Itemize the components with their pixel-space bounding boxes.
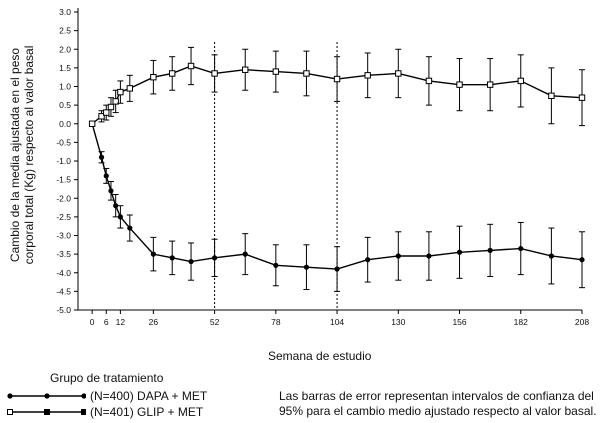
y-axis-label-line2: corporal total (Kg) respecto al valor ba… [22, 45, 36, 265]
y-tick-label: -3.5 [56, 249, 71, 259]
y-tick-label: 1.0 [59, 82, 71, 92]
data-point-glip [395, 70, 402, 77]
data-point-glip [98, 113, 105, 120]
data-point-glip [425, 77, 433, 85]
data-point-glip [88, 120, 96, 127]
data-point-dapa [98, 154, 105, 160]
data-point-glip [187, 62, 195, 70]
data-point-glip [486, 81, 494, 88]
data-point-dapa [127, 225, 133, 231]
data-point-dapa [113, 203, 119, 209]
x-tick-label: 12 [116, 317, 126, 327]
data-point-glip [242, 66, 249, 73]
data-point-glip [103, 109, 110, 116]
data-point-dapa [518, 245, 524, 252]
data-point-glip [548, 92, 555, 100]
y-axis-label-line1: Cambio de la media ajustada en el peso [8, 47, 22, 263]
y-tick-label: -4.5 [56, 286, 71, 296]
data-point-glip [169, 70, 176, 77]
data-point-glip [126, 85, 134, 92]
data-point-glip [364, 72, 371, 79]
x-tick-label: 6 [104, 317, 109, 327]
data-point-dapa [211, 255, 218, 261]
x-tick-label: 130 [391, 317, 405, 327]
y-tick-label: 2.0 [59, 44, 71, 54]
y-tick-label: -2.5 [56, 212, 71, 222]
data-point-glip [333, 75, 341, 83]
x-tick-label: 182 [514, 317, 528, 327]
data-point-dapa [117, 214, 123, 220]
data-point-glip [117, 88, 124, 96]
y-tick-label: -1.0 [56, 156, 71, 166]
y-tick-label: 0.0 [59, 119, 71, 129]
y-tick-label: 2.5 [59, 26, 71, 36]
legend-label-dapa: (N=400) DAPA + MET [90, 389, 208, 403]
data-point-dapa [150, 251, 156, 257]
y-tick-label: 1.5 [59, 63, 71, 73]
data-point-dapa [548, 253, 554, 259]
y-tick-label: -0.5 [56, 137, 71, 147]
y-tick-label: 0.5 [59, 100, 71, 110]
y-axis-label-container: Cambio de la media ajustada en el peso c… [2, 0, 42, 310]
data-point-dapa [188, 258, 194, 265]
x-tick-label: 52 [210, 317, 220, 327]
data-point-dapa [426, 253, 432, 259]
legend-item-glip: (N=401) GLIP + MET [6, 405, 203, 422]
data-point-dapa [456, 249, 463, 255]
x-tick-label: 26 [149, 317, 159, 327]
y-tick-label: 3.0 [59, 7, 71, 17]
x-tick-label: 104 [330, 317, 344, 327]
error-bar-note: Las barras de error representan interval… [279, 389, 599, 419]
data-point-glip [107, 103, 115, 111]
data-point-dapa [108, 188, 114, 194]
data-point-glip [272, 68, 280, 75]
data-point-glip [578, 94, 586, 101]
data-point-glip [211, 70, 218, 77]
x-tick-label: 156 [452, 317, 466, 327]
data-point-dapa [579, 257, 585, 263]
x-axis-label: Semana de estudio [268, 349, 372, 363]
y-tick-label: -3.0 [56, 231, 71, 241]
data-point-dapa [273, 262, 279, 268]
legend-label-glip: (N=401) GLIP + MET [90, 405, 204, 419]
data-point-dapa [395, 253, 401, 259]
x-tick-label: 0 [90, 317, 95, 327]
y-tick-label: -5.0 [56, 305, 71, 315]
x-tick-label: 208 [575, 317, 589, 327]
note-line1: Las barras de error representan interval… [279, 389, 594, 403]
chart-plot: 3.0 2.5 2.0 1.5 1.0 0.5 0.0 -0.5 -1.0 -1.5 -2.0 -2.… [56, 7, 589, 327]
data-point-dapa [487, 247, 493, 253]
data-point-dapa [365, 257, 371, 263]
data-point-dapa [303, 264, 310, 270]
data-point-glip [456, 81, 463, 88]
data-point-glip [112, 98, 119, 105]
y-tick-label: -1.5 [56, 175, 71, 185]
legend-marker-dapa [7, 393, 87, 399]
legend-item-dapa: (N=400) DAPA + MET [6, 389, 207, 406]
y-axis-label: Cambio de la media ajustada en el peso c… [8, 5, 36, 305]
data-point-dapa [334, 266, 340, 272]
data-point-dapa [103, 173, 109, 179]
y-tick-label: -4.0 [56, 268, 71, 278]
y-tick-label: -2.0 [56, 193, 71, 203]
legend-title: Grupo de tratamiento [50, 371, 164, 385]
legend-marker-glip [7, 409, 87, 415]
data-point-dapa [169, 255, 175, 261]
data-point-glip [517, 77, 524, 85]
data-point-glip [303, 70, 310, 77]
data-point-dapa [242, 251, 248, 257]
data-point-glip [150, 73, 157, 81]
note-line2: 95% para el cambio medio ajustado respec… [279, 404, 597, 418]
x-tick-label: 78 [271, 317, 281, 327]
